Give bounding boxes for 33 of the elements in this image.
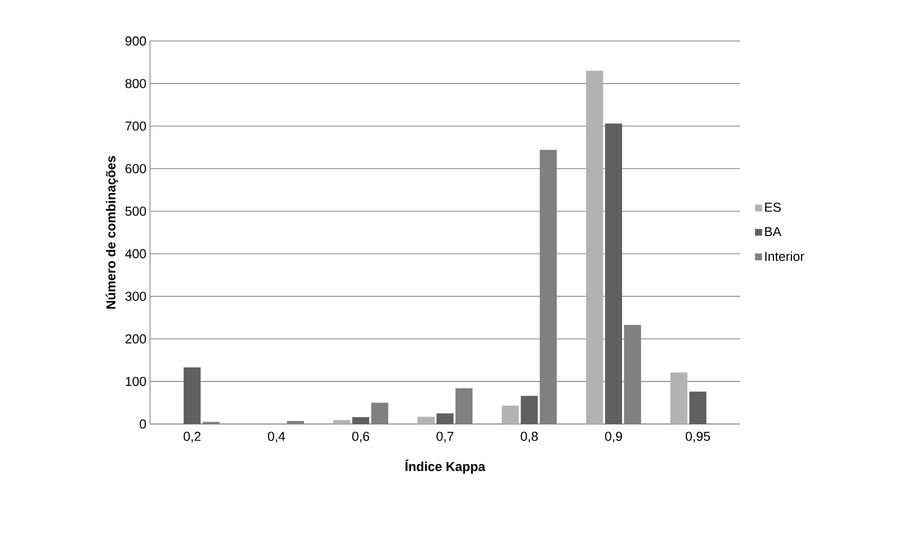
bar [418, 416, 435, 424]
x-tick-label: 0,8 [520, 432, 538, 442]
bar [689, 392, 706, 424]
y-tick-label: 0 [140, 419, 146, 429]
x-tick-label: 0,9 [605, 432, 622, 442]
x-tick-label: 0,7 [436, 432, 454, 442]
bar [352, 417, 370, 424]
y-tick-label: 400 [125, 249, 146, 258]
bar [502, 406, 519, 424]
bar [520, 396, 538, 424]
bar [586, 70, 604, 424]
y-tick-label: 800 [125, 78, 146, 88]
y-tick-label: 200 [126, 334, 146, 344]
bar [436, 413, 454, 424]
bar [605, 124, 622, 424]
x-tick-label: 0,2 [184, 432, 200, 442]
legend-label: ES [765, 202, 781, 212]
y-tick-label: 900 [125, 36, 146, 46]
y-axis-title: Número de combinações [106, 156, 118, 309]
x-tick-label: 0,6 [352, 432, 370, 442]
bar [333, 420, 350, 424]
y-tick-label: 500 [125, 206, 146, 216]
y-tick-label: 600 [126, 164, 146, 174]
x-axis-title: Índice Kappa [405, 460, 486, 474]
y-tick-label: 100 [126, 376, 146, 386]
legend-label: BA [765, 227, 782, 236]
y-tick-label: 300 [125, 292, 146, 301]
bar [184, 367, 201, 424]
legend-label: Interior [765, 251, 804, 261]
y-tick-label: 700 [126, 122, 146, 131]
bar [670, 372, 688, 424]
x-tick-label: 0,4 [268, 432, 286, 442]
x-tick-label: 0,95 [686, 432, 710, 442]
